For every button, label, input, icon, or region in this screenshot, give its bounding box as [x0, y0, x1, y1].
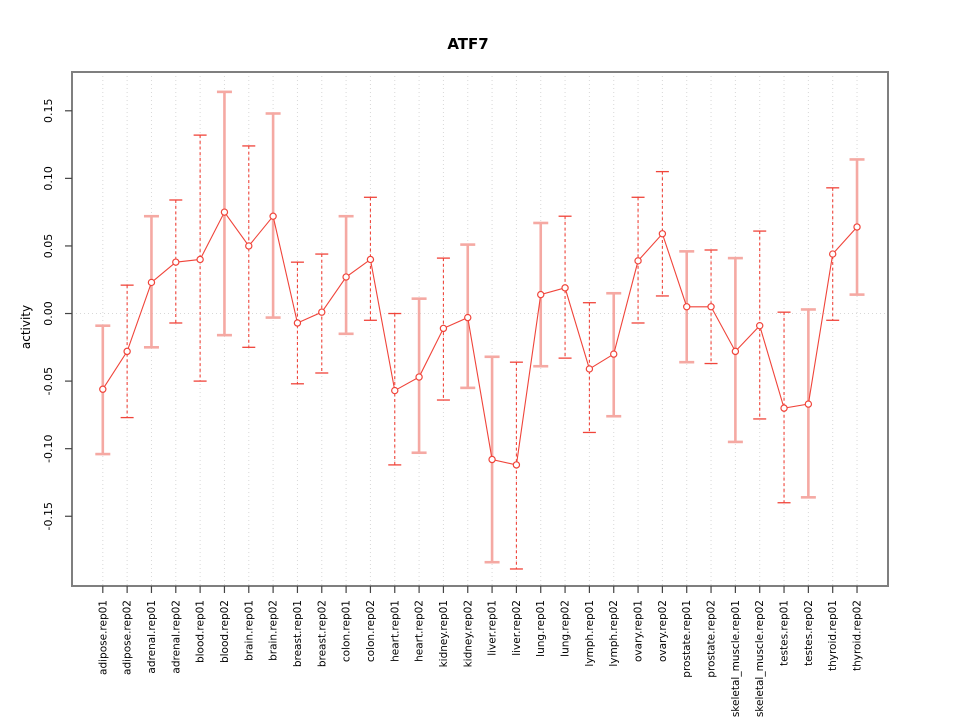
data-point: [439, 324, 448, 333]
y-tick-label: 0.05: [42, 234, 55, 258]
x-tick-label: brain.rep02: [268, 600, 280, 661]
x-tick-label: kidney.rep02: [462, 600, 474, 667]
x-tick-label: testes.rep01: [779, 600, 791, 666]
x-tick-label: thyroid.rep01: [827, 600, 839, 671]
chart-title: ATF7: [447, 35, 488, 53]
x-tick-label: brain.rep01: [243, 600, 255, 661]
data-point: [780, 404, 788, 412]
plot-border: [71, 71, 889, 587]
y-tick-label: -0.10: [42, 434, 55, 462]
x-tick-label: thyroid.rep02: [852, 600, 864, 671]
data-point: [683, 303, 691, 311]
data-point: [658, 230, 667, 238]
y-tick-label: 0.00: [42, 301, 55, 326]
data-point: [342, 273, 350, 281]
data-point: [829, 250, 837, 258]
x-tick-label: liver.rep01: [487, 600, 499, 656]
data-point: [707, 303, 715, 311]
data-point: [147, 278, 156, 287]
x-tick-label: ovary.rep02: [657, 600, 669, 662]
data-point: [293, 319, 302, 327]
series-line: [102, 211, 858, 466]
data-point: [269, 212, 277, 220]
x-tick-label: adipose.rep01: [97, 600, 109, 675]
x-tick-label: ovary.rep01: [633, 600, 645, 662]
data-point: [415, 373, 423, 381]
x-tick-label: blood.rep01: [195, 600, 207, 663]
plot-area: -0.15 -0.10 -0.05 0.00 0.05 0.10 0.15 adipose.r…: [42, 71, 889, 717]
x-tick-label: adrenal.rep01: [146, 600, 158, 674]
y-tick-label: 0.10: [42, 166, 55, 191]
data-point: [804, 400, 813, 408]
x-tick-label: heart.rep02: [414, 600, 426, 662]
data-point: [123, 347, 131, 356]
data-point: [196, 255, 204, 264]
data-point: [245, 242, 253, 250]
x-tick-label: breast.rep01: [292, 600, 304, 667]
data-point: [585, 365, 594, 373]
x-tick-label: prostate.rep02: [706, 600, 718, 678]
x-tick-label: testes.rep02: [803, 600, 815, 666]
data-point: [488, 455, 496, 464]
x-tick-label: colon.rep02: [365, 600, 377, 662]
x-tick-label: breast.rep02: [316, 600, 328, 667]
x-tick-label: kidney.rep01: [438, 600, 450, 667]
x-tick-label: lung.rep02: [560, 600, 572, 657]
data-point: [731, 347, 740, 356]
data-point: [610, 350, 618, 358]
x-tick-label: lung.rep01: [535, 600, 547, 657]
data-point: [318, 308, 326, 316]
x-tick-label: blood.rep02: [219, 600, 231, 663]
data-point: [756, 321, 764, 330]
x-tick-label: prostate.rep01: [681, 600, 693, 678]
data-point: [172, 258, 180, 266]
data-point: [366, 255, 375, 264]
data-point: [853, 223, 861, 231]
data-point: [634, 257, 642, 265]
y-tick-label: 0.15: [42, 99, 55, 124]
data-point: [561, 284, 569, 292]
x-tick-label: liver.rep02: [511, 600, 523, 656]
x-tick-label: adipose.rep02: [122, 600, 134, 675]
data-point: [537, 290, 545, 299]
y-axis-label: activity: [19, 305, 33, 349]
x-tick-label: skeletal_muscle.rep02: [754, 600, 766, 717]
data-point: [464, 313, 472, 322]
x-tick-label: colon.rep01: [341, 600, 353, 662]
data-point: [512, 461, 521, 469]
data-point: [391, 386, 399, 395]
x-tick-label: skeletal_muscle.rep01: [730, 600, 742, 717]
x-tick-label: lymph.rep02: [608, 600, 620, 667]
y-tick-label: -0.15: [42, 502, 55, 530]
x-tick-label: lymph.rep01: [584, 600, 596, 667]
data-point: [220, 208, 229, 216]
x-tick-label: heart.rep01: [389, 600, 401, 662]
y-tick-label: -0.05: [42, 367, 55, 395]
x-tick-label: adrenal.rep02: [170, 600, 182, 674]
data-point: [99, 385, 107, 393]
